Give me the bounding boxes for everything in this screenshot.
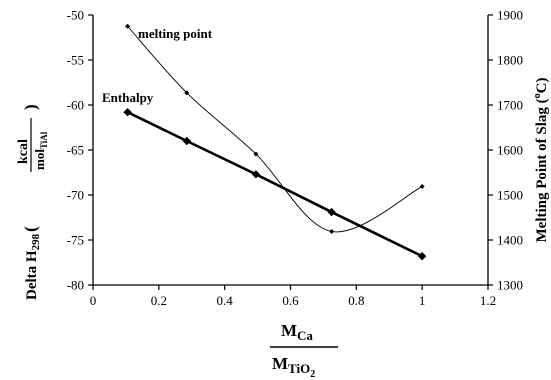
melting-point-point <box>419 183 425 189</box>
enthalpy-point <box>123 108 132 117</box>
y-left-tick-label: -55 <box>67 53 84 68</box>
y-right-tick-label: 1700 <box>497 98 523 113</box>
x-tick-label: 0.8 <box>348 293 364 308</box>
y-right-tick-label: 1300 <box>497 278 523 293</box>
melting-point-point <box>253 151 259 157</box>
y-left-tick-label: -60 <box>67 98 84 113</box>
x-label-numerator: MCa <box>281 321 313 343</box>
x-tick-label: 0.4 <box>217 293 234 308</box>
x-tick-label: 0 <box>90 293 97 308</box>
y-left-axis-label: Delta H298( kcal molTiAl ) <box>16 104 49 300</box>
enthalpy-point <box>182 136 192 146</box>
y-right-tick-label: 1900 <box>497 8 523 23</box>
enthalpy-point <box>327 207 336 217</box>
melting-point-point <box>125 23 131 29</box>
x-tick-label: 0.2 <box>151 293 167 308</box>
y-right-tick-label: 1600 <box>497 143 523 158</box>
x-tick-label: 0.6 <box>282 293 299 308</box>
y-left-tick-label: -80 <box>67 278 84 293</box>
y-right-axis-label: Melting Point of Slag (oC) <box>532 78 550 243</box>
y-left-label-frac-num: kcal <box>16 139 31 164</box>
y-left-label-frac-den: molTiAl <box>32 131 49 170</box>
x-axis-label: MCa MTiO2 <box>270 321 338 380</box>
series-label-melting-point: melting point <box>138 26 213 41</box>
y-left-label-close: ) <box>21 104 40 110</box>
y-left-tick-label: -50 <box>67 8 84 23</box>
enthalpy-point <box>251 170 261 179</box>
y-left-tick-label: -75 <box>67 233 84 248</box>
series-label-enthalpy: Enthalpy <box>102 90 154 105</box>
enthalpy-point <box>417 252 427 261</box>
y-right-tick-label: 1400 <box>497 233 523 248</box>
melting-point-point <box>184 90 190 96</box>
melting-point-point <box>329 228 335 234</box>
series-line-melting-point <box>127 25 423 233</box>
series-line-enthalpy <box>126 111 423 258</box>
y-right-label: Melting Point of Slag (oC) <box>532 78 550 243</box>
y-left-label-main: Delta H298( <box>21 226 42 300</box>
y-right-tick-label: 1800 <box>497 53 523 68</box>
x-tick-label: 1 <box>419 293 426 308</box>
x-tick-label: 1.2 <box>480 293 496 308</box>
axes: 0 0.2 0.4 0.6 0.8 1 1.2 -80 -75 -70 -65 -60 -55 -50 13… <box>67 8 523 309</box>
y-left-tick-label: -65 <box>67 143 84 158</box>
series-layer <box>123 23 427 261</box>
x-label-denominator: MTiO2 <box>272 354 315 380</box>
y-right-tick-label: 1500 <box>497 188 523 203</box>
y-left-tick-label: -70 <box>67 188 84 203</box>
